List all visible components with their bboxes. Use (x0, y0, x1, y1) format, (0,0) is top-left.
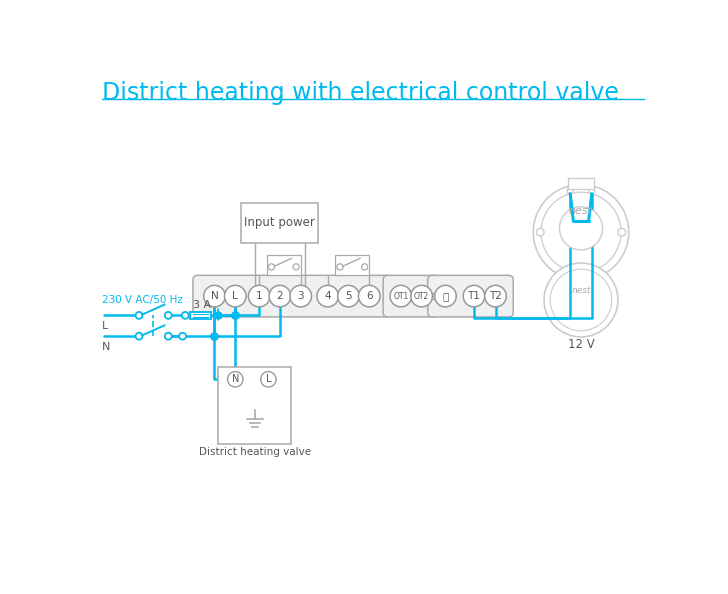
FancyBboxPatch shape (383, 276, 439, 317)
Text: L: L (232, 291, 238, 301)
Bar (568, 178, 594, 189)
Circle shape (537, 228, 544, 236)
Text: District heating valve: District heating valve (199, 447, 311, 457)
Circle shape (362, 264, 368, 270)
Text: 1: 1 (256, 291, 263, 301)
Circle shape (261, 372, 276, 387)
Circle shape (411, 285, 432, 307)
Circle shape (182, 312, 189, 319)
FancyBboxPatch shape (428, 276, 513, 317)
Circle shape (541, 192, 621, 272)
Bar (242, 203, 318, 243)
Text: ⏚: ⏚ (443, 291, 448, 301)
Text: nest: nest (569, 206, 593, 216)
Text: N: N (102, 342, 111, 352)
Text: 4: 4 (325, 291, 331, 301)
Text: 230 V AC/50 Hz: 230 V AC/50 Hz (102, 295, 183, 305)
Circle shape (337, 264, 343, 270)
Circle shape (544, 263, 618, 337)
Circle shape (165, 333, 172, 340)
Circle shape (435, 285, 456, 307)
Text: 2: 2 (277, 291, 283, 301)
Text: Input power: Input power (245, 216, 315, 229)
Text: N: N (232, 374, 239, 384)
Bar (218, 367, 291, 444)
Text: 12 V: 12 V (568, 338, 594, 351)
Circle shape (550, 269, 612, 331)
Circle shape (559, 207, 603, 250)
Circle shape (179, 333, 186, 340)
Circle shape (269, 285, 290, 307)
Circle shape (618, 228, 625, 236)
Circle shape (485, 285, 506, 307)
Circle shape (224, 285, 246, 307)
Text: OT2: OT2 (414, 292, 430, 301)
Text: T2: T2 (489, 291, 502, 301)
FancyBboxPatch shape (193, 276, 391, 317)
Circle shape (317, 285, 339, 307)
Text: 3 A: 3 A (193, 299, 211, 309)
Circle shape (248, 285, 270, 307)
Circle shape (338, 285, 359, 307)
Bar (336, 255, 369, 274)
Circle shape (135, 333, 143, 340)
Text: nest: nest (571, 286, 590, 295)
Text: 6: 6 (366, 291, 373, 301)
Text: L: L (102, 321, 108, 331)
Circle shape (269, 264, 274, 270)
Circle shape (390, 285, 411, 307)
Circle shape (589, 188, 595, 194)
Text: L: L (266, 374, 271, 384)
Text: N: N (210, 291, 218, 301)
Circle shape (135, 312, 143, 319)
Text: 3: 3 (298, 291, 304, 301)
Circle shape (533, 185, 629, 280)
Text: 5: 5 (345, 291, 352, 301)
Circle shape (358, 285, 380, 307)
Text: OT1: OT1 (393, 292, 408, 301)
Circle shape (293, 264, 299, 270)
Circle shape (165, 312, 172, 319)
Circle shape (567, 188, 574, 194)
Circle shape (463, 285, 485, 307)
Circle shape (290, 285, 312, 307)
Circle shape (204, 285, 225, 307)
Bar (267, 255, 301, 274)
Circle shape (228, 372, 243, 387)
Text: T1: T1 (467, 291, 480, 301)
Bar (190, 311, 211, 319)
Text: District heating with electrical control valve: District heating with electrical control… (102, 81, 619, 105)
